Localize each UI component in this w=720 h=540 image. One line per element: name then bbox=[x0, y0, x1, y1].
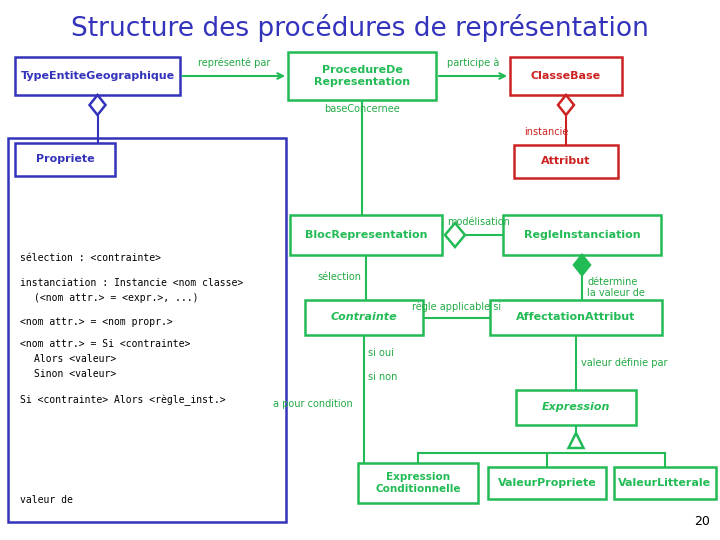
Text: ValeurLitterale: ValeurLitterale bbox=[618, 478, 711, 488]
Text: Sinon <valeur>: Sinon <valeur> bbox=[34, 369, 116, 379]
Bar bbox=[614, 467, 716, 499]
Text: (<nom attr.> = <expr.>, ...): (<nom attr.> = <expr.>, ...) bbox=[34, 293, 199, 303]
Text: Attribut: Attribut bbox=[541, 157, 590, 166]
Polygon shape bbox=[574, 255, 590, 275]
Text: Si <contrainte> Alors <règle_inst.>: Si <contrainte> Alors <règle_inst.> bbox=[20, 394, 225, 406]
Text: instancie: instancie bbox=[524, 127, 568, 137]
Text: modélisation: modélisation bbox=[448, 217, 510, 227]
Text: BlocRepresentation: BlocRepresentation bbox=[305, 230, 427, 240]
Text: représenté par: représenté par bbox=[198, 57, 270, 68]
Bar bbox=[290, 215, 442, 255]
Bar bbox=[15, 143, 115, 176]
Bar bbox=[514, 145, 618, 178]
Bar bbox=[358, 463, 478, 503]
Bar bbox=[15, 57, 180, 95]
Bar bbox=[490, 300, 662, 335]
Text: valeur de: valeur de bbox=[20, 495, 73, 505]
Bar bbox=[516, 390, 636, 425]
Text: baseConcernee: baseConcernee bbox=[324, 104, 400, 114]
Polygon shape bbox=[89, 95, 106, 115]
Text: participe à: participe à bbox=[447, 57, 499, 68]
Text: AffectationAttribut: AffectationAttribut bbox=[516, 313, 636, 322]
Text: ClasseBase: ClasseBase bbox=[531, 71, 601, 81]
Text: Structure des procédures de représentation: Structure des procédures de représentati… bbox=[71, 14, 649, 42]
Text: sélection: sélection bbox=[317, 273, 361, 282]
Text: 20: 20 bbox=[694, 515, 710, 528]
Text: Contrainte: Contrainte bbox=[330, 313, 397, 322]
Text: a pour condition: a pour condition bbox=[274, 399, 353, 409]
Text: <nom attr.> = Si <contrainte>: <nom attr.> = Si <contrainte> bbox=[20, 339, 190, 349]
Text: si non: si non bbox=[368, 372, 397, 382]
Text: détermine
la valeur de: détermine la valeur de bbox=[587, 276, 645, 298]
Text: instanciation : Instancie <nom classe>: instanciation : Instancie <nom classe> bbox=[20, 278, 243, 288]
Text: règle applicable si: règle applicable si bbox=[412, 302, 501, 313]
Polygon shape bbox=[569, 433, 583, 448]
Bar bbox=[8, 138, 286, 522]
Polygon shape bbox=[558, 95, 574, 115]
Bar bbox=[503, 215, 661, 255]
Text: Expression: Expression bbox=[542, 402, 610, 413]
Text: valeur définie par: valeur définie par bbox=[581, 357, 667, 368]
Text: ProcedureDe
Representation: ProcedureDe Representation bbox=[314, 65, 410, 87]
Text: Expression
Conditionnelle: Expression Conditionnelle bbox=[375, 472, 461, 494]
Bar bbox=[488, 467, 606, 499]
Text: <nom attr.> = <nom propr.>: <nom attr.> = <nom propr.> bbox=[20, 317, 173, 327]
Text: Propriete: Propriete bbox=[36, 154, 94, 165]
Bar bbox=[288, 52, 436, 100]
Text: si oui: si oui bbox=[368, 348, 394, 358]
Text: sélection : <contrainte>: sélection : <contrainte> bbox=[20, 253, 161, 263]
Text: ValeurPropriete: ValeurPropriete bbox=[498, 478, 596, 488]
Text: RegleInstanciation: RegleInstanciation bbox=[523, 230, 640, 240]
Bar bbox=[510, 57, 622, 95]
Bar bbox=[305, 300, 423, 335]
Polygon shape bbox=[445, 223, 465, 247]
Text: Alors <valeur>: Alors <valeur> bbox=[34, 354, 116, 364]
Text: TypeEntiteGeographique: TypeEntiteGeographique bbox=[20, 71, 174, 81]
